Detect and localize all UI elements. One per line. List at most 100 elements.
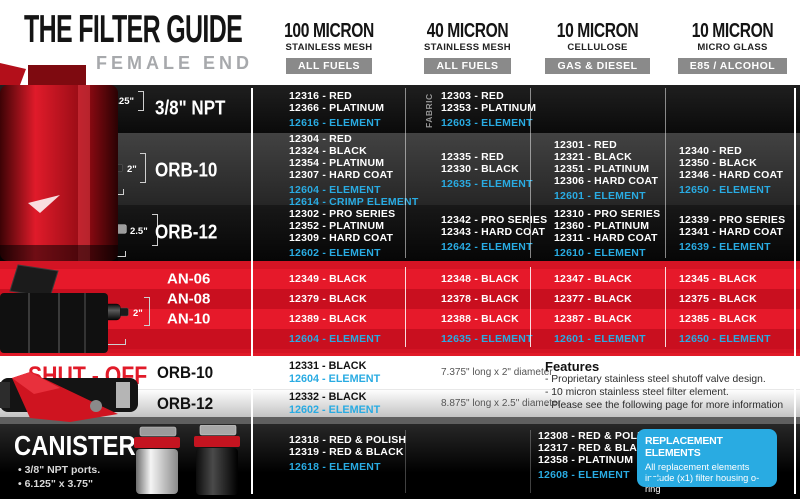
- row-an10-label-col: AN-10: [0, 309, 253, 329]
- canister-bullet: • 6.125" x 3.75": [18, 478, 93, 490]
- part-number: 12331 - BLACK: [289, 360, 367, 372]
- element-number: 12618 - ELEMENT: [289, 461, 381, 473]
- dimension-height-label: 1.25": [111, 96, 134, 107]
- dimension-line: [140, 153, 146, 183]
- row-shutoff-orb10: ORB-10 12331 - BLACK 12604 - ELEMENT 7.3…: [0, 356, 800, 389]
- page-subtitle: FEMALE END: [96, 53, 253, 73]
- part-number: 12346 - HARD COAT: [679, 169, 784, 181]
- part-list: 12303 - RED 12353 - PLATINUM: [441, 89, 537, 114]
- canister-title: CANISTER: [14, 430, 136, 461]
- cell-element-10micron-microglass: 12650 - ELEMENT: [679, 333, 771, 345]
- cell-orb12-40micron: 12342 - PRO SERIES 12343 - HARD COAT 1264…: [405, 214, 547, 253]
- features-heading: Features: [545, 359, 600, 374]
- column-media-label: STAINLESS MESH: [285, 42, 373, 53]
- part-number: 12358 - PLATINUM: [538, 454, 634, 466]
- canister-bullet: • 3/8" NPT ports.: [18, 464, 101, 476]
- part-number: 12353 - PLATINUM: [441, 101, 537, 114]
- column-micron-label: 100 MICRON: [284, 20, 374, 42]
- element-number: 12610 - ELEMENT: [554, 246, 646, 259]
- element-number: 12642 - ELEMENT: [441, 240, 533, 253]
- element-list: 12642 - ELEMENT: [441, 240, 533, 253]
- table-left-border: [251, 88, 253, 494]
- part-number: 12318 - RED & POLISH: [289, 434, 407, 446]
- cell-shutoff-orb10-part: 12331 - BLACK 12604 - ELEMENT: [253, 360, 405, 385]
- replacement-elements-title: REPLACEMENT ELEMENTS: [645, 435, 723, 459]
- element-list: 12635 - ELEMENT: [441, 178, 533, 190]
- element-list: 12601 - ELEMENT: [554, 190, 665, 202]
- fabric-tag: FABRIC: [424, 93, 434, 128]
- row-an08: AN-08 12379 - BLACK 12378 - BLACK 12377 …: [0, 289, 800, 309]
- part-list: 12340 - RED 12350 - BLACK 12346 - HARD COA…: [679, 145, 800, 181]
- dimension-height-label: 2": [127, 164, 137, 175]
- element-number: 12608 - ELEMENT: [538, 469, 630, 481]
- part-number: 12352 - PLATINUM: [289, 219, 385, 232]
- features-list: - Proprietary stainless steel shutoff va…: [545, 374, 795, 412]
- dimension-line: [138, 91, 144, 111]
- cell-an08-10micron-microglass: 12375 - BLACK: [679, 293, 757, 305]
- row-label-an10: AN-10: [167, 310, 211, 328]
- part-number: 12350 - BLACK: [679, 157, 757, 169]
- cell-an10-100micron: 12389 - BLACK: [289, 313, 367, 325]
- column-header-100-micron: 100 MICRON STAINLESS MESH ALL FUELS: [253, 21, 405, 74]
- canister-bullets: • 3/8" NPT ports. • 6.125" x 3.75": [18, 463, 100, 491]
- part-number: 12319 - RED & BLACK: [289, 446, 404, 458]
- features-block: Features - Proprietary stainless steel s…: [545, 359, 795, 412]
- part-list: 12304 - RED 12324 - BLACK 12354 - PLATINUM…: [289, 133, 405, 181]
- row-label-shutoff-orb10: ORB-10: [157, 362, 214, 382]
- cell-an10-40micron: 12388 - BLACK: [441, 313, 519, 325]
- part-number: 12330 - BLACK: [441, 163, 519, 175]
- cell-an10-10micron-cellulose: 12387 - BLACK: [554, 313, 632, 325]
- element-number: 12601 - ELEMENT: [554, 190, 646, 202]
- part-number: 12366 - PLATINUM: [289, 101, 385, 114]
- dimension-height-label: 2.5": [130, 226, 148, 237]
- cell-shutoff-orb10-size: 7.375" long x 2" diameter: [441, 367, 553, 378]
- page-title: THE FILTER GUIDE: [24, 8, 243, 51]
- part-list: 12342 - PRO SERIES 12343 - HARD COAT: [441, 214, 547, 238]
- column-header-10-micron-cellulose: 10 MICRON CELLULOSE GAS & DIESEL: [530, 21, 665, 74]
- column-media-label: CELLULOSE: [567, 42, 628, 53]
- part-number: 12332 - BLACK: [289, 391, 367, 403]
- cell-shutoff-orb12-part: 12332 - BLACK 12602 - ELEMENT: [253, 391, 405, 416]
- part-number: 12303 - RED: [441, 89, 504, 102]
- column-media-label: MICRO GLASS: [697, 42, 768, 53]
- part-number: 12343 - HARD COAT: [441, 225, 546, 238]
- cell-element-10micron-cellulose: 12601 - ELEMENT: [554, 333, 646, 345]
- part-number: 12340 - RED: [679, 145, 742, 157]
- row-label-an06: AN-06: [167, 270, 211, 288]
- part-list: 12318 - RED & POLISH 12319 - RED & BLACK: [289, 434, 406, 458]
- element-number: 12603 - ELEMENT: [441, 116, 533, 129]
- row-an08-label-col: AN-08: [0, 289, 253, 309]
- part-list: 12339 - PRO SERIES 12341 - HARD COAT: [679, 214, 800, 238]
- element-list: 12610 - ELEMENT: [554, 247, 665, 259]
- male-end-product-photo: [0, 263, 118, 358]
- element-list: 12639 - ELEMENT: [679, 241, 800, 253]
- shutoff-valve-photo: [0, 356, 155, 427]
- male-end-table: MALE END AN-06 12349 - BLACK 12348 - BLA…: [0, 261, 800, 353]
- cell-npt-100micron: 12316 - RED 12366 - PLATINUM 12616 - ELEM…: [253, 90, 405, 129]
- column-divider: [405, 267, 406, 347]
- element-list: 12618 - ELEMENT: [289, 461, 406, 473]
- row-an06-label-col: AN-06: [0, 269, 253, 289]
- part-number: 12309 - HARD COAT: [289, 231, 394, 244]
- part-number: 12339 - PRO SERIES: [679, 213, 786, 226]
- element-number: 12604 - ELEMENT: [289, 184, 381, 196]
- row-label-npt: 3/8" NPT: [155, 97, 226, 120]
- replacement-elements-callout: REPLACEMENT ELEMENTS All replacement ele…: [637, 429, 777, 494]
- part-list: 12308 - RED & POLISH 12317 - RED & BLACK 1…: [538, 430, 655, 466]
- row-label-orb10: ORB-10: [155, 159, 218, 181]
- column-header-40-micron: 40 MICRON STAINLESS MESH ALL FUELS: [405, 21, 530, 74]
- cell-shutoff-orb12-size: 8.875" long x 2.5" diameter: [441, 398, 561, 409]
- part-number: 12341 - HARD COAT: [679, 225, 784, 238]
- element-number: 12616 - ELEMENT: [289, 116, 381, 129]
- row-an06: AN-06 12349 - BLACK 12348 - BLACK 12347 …: [0, 269, 800, 289]
- part-number: 12360 - PLATINUM: [554, 219, 650, 232]
- cell-an10-10micron-microglass: 12385 - BLACK: [679, 313, 757, 325]
- cell-orb10-40micron: 12335 - RED 12330 - BLACK 12635 - ELEMENT: [405, 151, 533, 190]
- column-micron-label: 10 MICRON: [556, 20, 639, 42]
- cell-orb12-10micron-cellulose: 12310 - PRO SERIES 12360 - PLATINUM 12311 …: [530, 208, 665, 259]
- row-shutoff-orb12-label-col: ORB-12: [0, 390, 253, 417]
- row-label-orb12: ORB-12: [155, 221, 218, 244]
